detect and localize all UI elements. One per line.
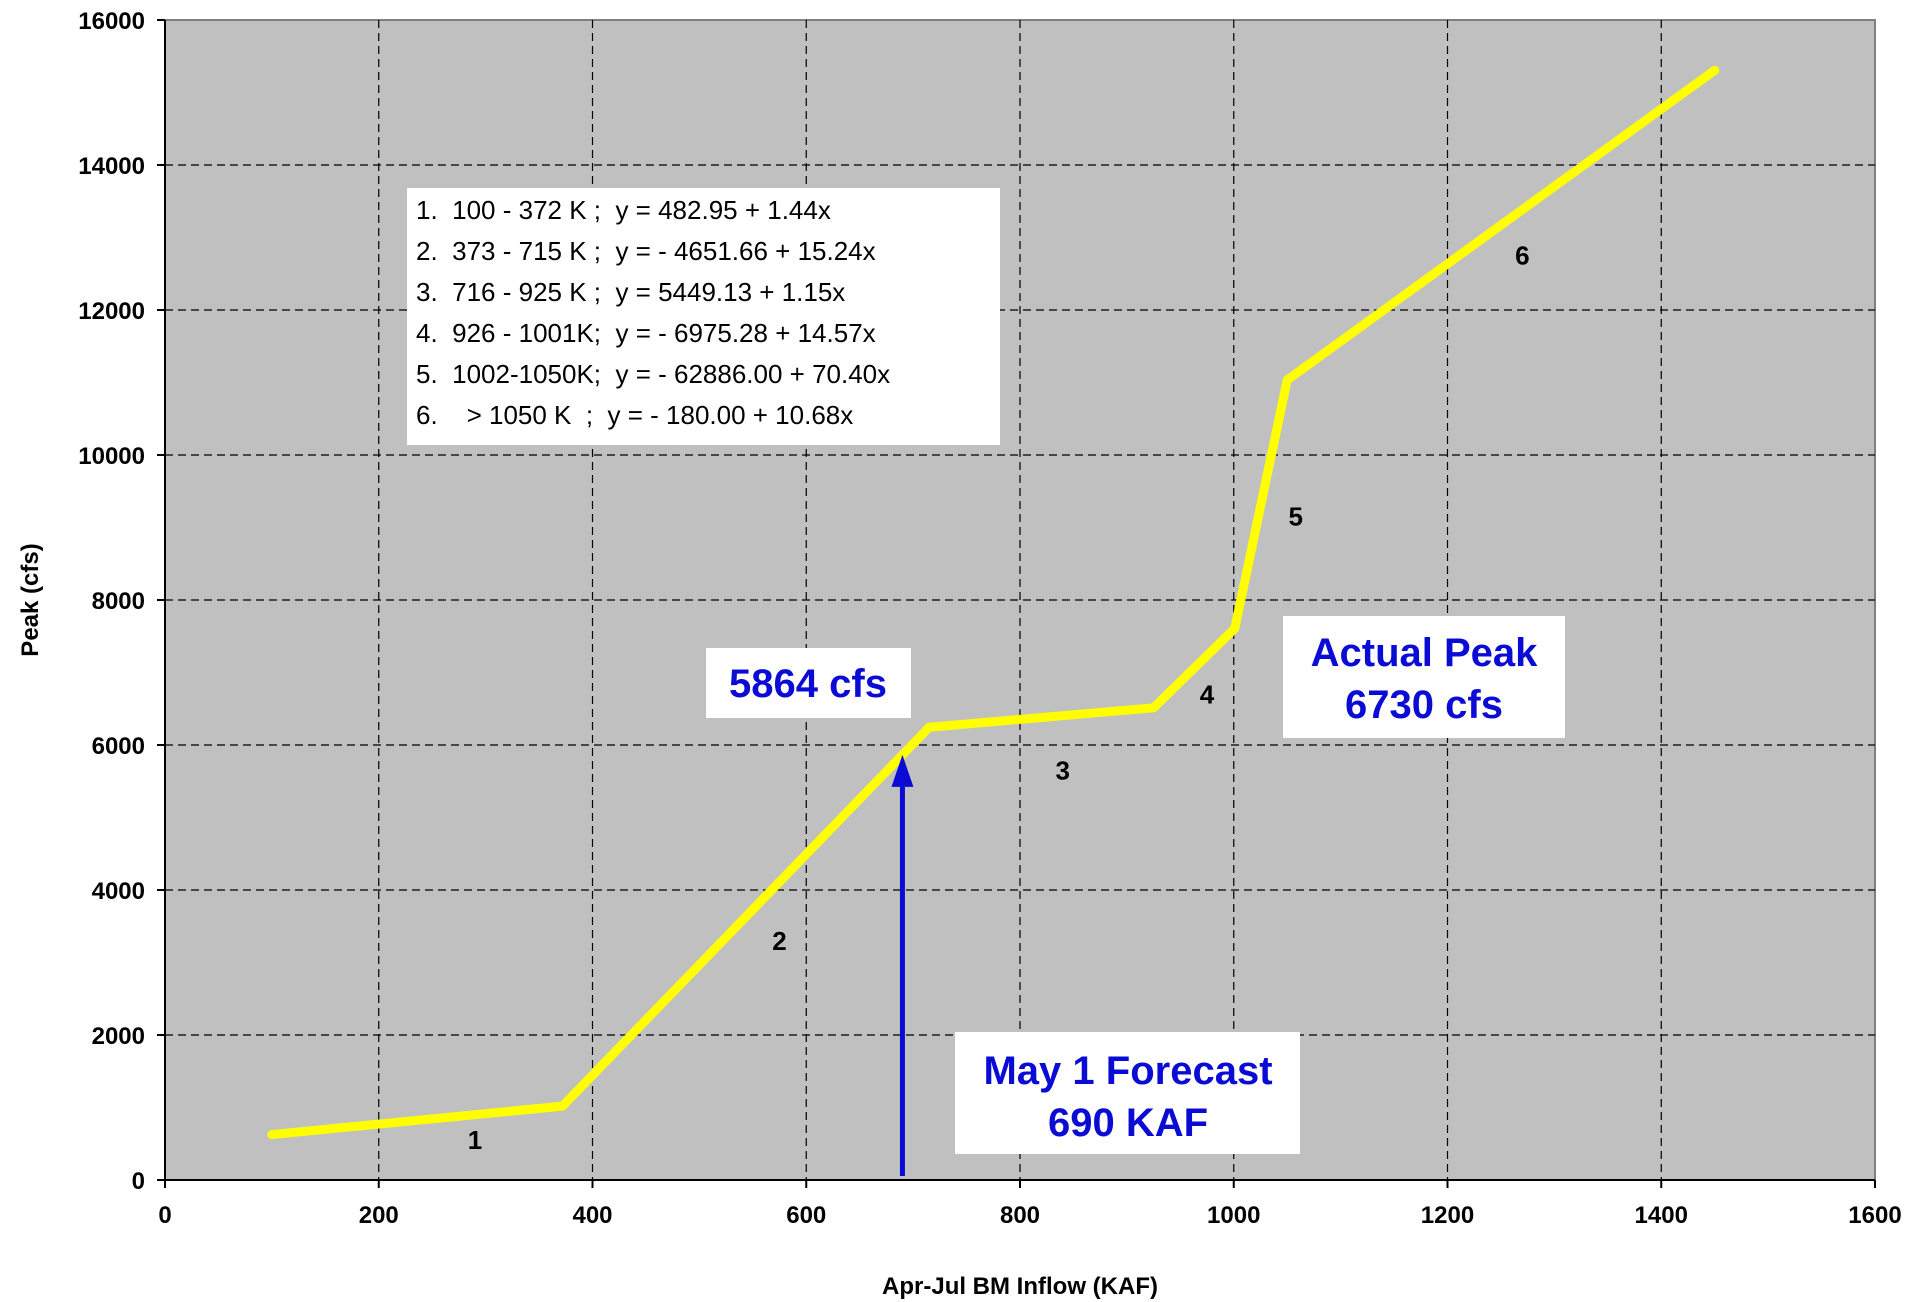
actual-peak-line-1: Actual Peak (1311, 631, 1539, 675)
x-tick-label: 600 (786, 1202, 826, 1229)
forecast-line-1: May 1 Forecast (983, 1049, 1272, 1093)
segment-label: 3 (1056, 755, 1070, 785)
x-tick-label: 0 (158, 1202, 171, 1229)
series-point (1149, 703, 1159, 713)
y-tick-label: 16000 (78, 8, 145, 35)
y-tick-label: 2000 (92, 1023, 145, 1050)
forecast-peak-callout: 5864 cfs (706, 648, 911, 718)
actual-peak-callout: Actual Peak 6730 cfs (1283, 616, 1565, 738)
x-tick-label: 800 (1000, 1202, 1040, 1229)
equation-legend-line: 1. 100 - 372 K ; y = 482.95 + 1.44x (416, 195, 831, 225)
forecast-peak-text: 5864 cfs (729, 662, 887, 706)
equation-legend-line: 3. 716 - 925 K ; y = 5449.13 + 1.15x (416, 277, 845, 307)
series-group (267, 65, 1720, 1140)
forecast-box (955, 1032, 1300, 1154)
segment-label: 4 (1200, 679, 1215, 709)
actual-peak-line-2: 6730 cfs (1345, 683, 1503, 727)
y-tick-label: 12000 (78, 298, 145, 325)
y-tick-label: 10000 (78, 443, 145, 470)
segment-label: 5 (1289, 502, 1303, 532)
equation-legend: 1. 100 - 372 K ; y = 482.95 + 1.44x 2. 37… (407, 188, 1000, 445)
forecast-arrow-head (891, 754, 914, 787)
series-point (1710, 65, 1720, 75)
axes (157, 19, 1876, 1188)
x-tick-label: 1200 (1421, 1202, 1474, 1229)
y-tick-labels: 0 2000 4000 6000 8000 10000 12000 14000 16000 (78, 8, 145, 1195)
segment-label: 1 (468, 1125, 482, 1155)
equation-legend-line: 2. 373 - 715 K ; y = - 4651.66 + 15.24x (416, 236, 876, 266)
series-point (267, 1130, 277, 1140)
y-tick-label: 4000 (92, 878, 145, 905)
y-tick-label: 0 (132, 1168, 145, 1195)
forecast-peak-box (706, 648, 911, 718)
y-tick-label: 6000 (92, 733, 145, 760)
x-tick-labels: 0 200 400 600 800 1000 1200 1400 1600 (158, 1202, 1901, 1229)
forecast-arrow (891, 754, 914, 1176)
equation-legend-box (407, 188, 1000, 445)
forecast-line-2: 690 KAF (1048, 1101, 1208, 1145)
equation-legend-line: 4. 926 - 1001K; y = - 6975.28 + 14.57x (416, 318, 876, 348)
y-axis-title: Peak (cfs) (17, 543, 44, 656)
series-point (1230, 623, 1240, 633)
x-tick-label: 1400 (1635, 1202, 1688, 1229)
series-point (924, 722, 934, 732)
segment-labels: 1 2 3 4 5 6 (468, 241, 1530, 1156)
actual-peak-box (1283, 616, 1565, 738)
equation-legend-line: 5. 1002-1050K; y = - 62886.00 + 70.40x (416, 359, 890, 389)
forecast-callout: May 1 Forecast 690 KAF (955, 1032, 1300, 1154)
x-tick-label: 400 (572, 1202, 612, 1229)
equation-legend-line: 6. > 1050 K ; y = - 180.00 + 10.68x (416, 400, 853, 430)
x-tick-label: 200 (359, 1202, 399, 1229)
segment-label: 2 (772, 926, 786, 956)
x-tick-label: 1600 (1848, 1202, 1901, 1229)
x-axis-title: Apr-Jul BM Inflow (KAF) (882, 1273, 1158, 1300)
y-tick-label: 14000 (78, 153, 145, 180)
segment-label: 6 (1515, 241, 1529, 271)
series-point (558, 1101, 568, 1111)
y-tick-label: 8000 (92, 588, 145, 615)
x-tick-label: 1000 (1207, 1202, 1260, 1229)
series-point (1282, 375, 1292, 385)
